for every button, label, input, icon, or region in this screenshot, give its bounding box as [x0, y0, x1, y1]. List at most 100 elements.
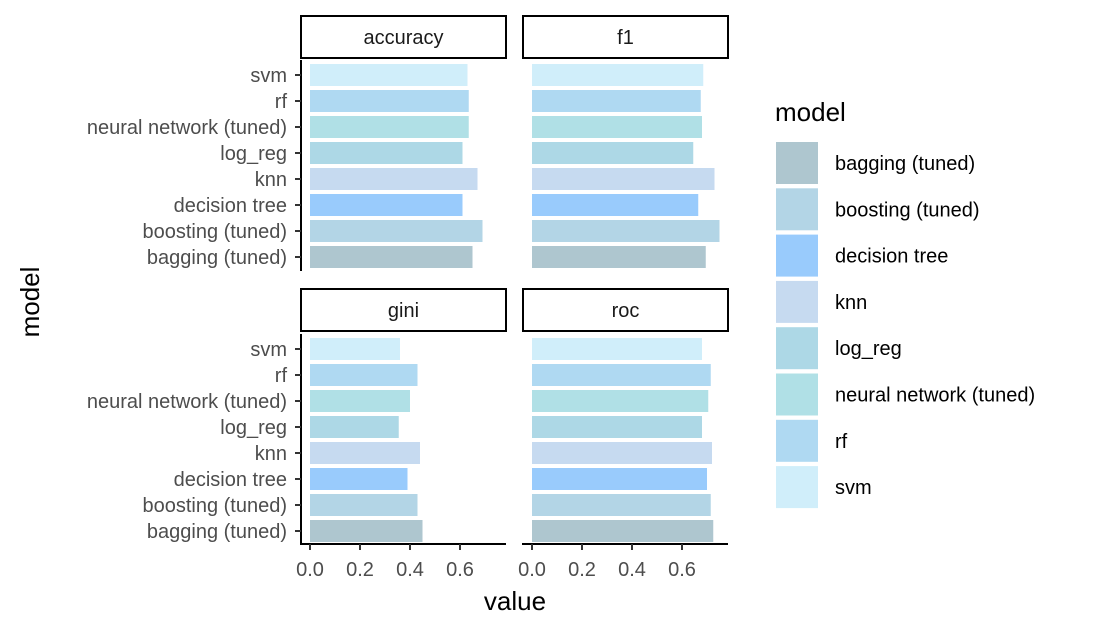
legend-item: log_reg — [776, 327, 902, 370]
y-tick-label: decision tree — [174, 195, 287, 217]
x-tick-label: 0.0 — [296, 559, 324, 581]
facet-strip — [522, 288, 729, 332]
legend-label: neural network (tuned) — [835, 385, 1035, 407]
facet-strip-label: accuracy — [363, 27, 443, 49]
panels-layer: accuracy f1 gini roc — [300, 15, 729, 542]
y-tick-label: neural network (tuned) — [87, 117, 287, 139]
bar — [310, 116, 469, 138]
y-tick-label: rf — [275, 365, 288, 387]
y-tick-label: svm — [250, 339, 287, 361]
facet-strip — [522, 15, 729, 59]
bar — [310, 220, 483, 242]
y-tick-label: svm — [250, 65, 287, 87]
legend-item: neural network (tuned) — [776, 373, 1035, 416]
x-tick-label: 0.2 — [568, 559, 596, 581]
legend-item: knn — [776, 280, 867, 323]
legend-label: decision tree — [835, 246, 948, 268]
bar — [532, 468, 707, 490]
bar — [532, 116, 702, 138]
bar — [532, 390, 709, 412]
legend-swatch — [776, 327, 818, 370]
bar — [310, 468, 408, 490]
x-tick-label: 0.6 — [446, 559, 474, 581]
bar — [532, 364, 711, 386]
facet-strip — [300, 288, 507, 332]
bar — [310, 194, 463, 216]
bar — [532, 142, 694, 164]
legend-items: bagging (tuned) boosting (tuned) decision … — [776, 142, 1035, 509]
y-tick-label: knn — [255, 443, 287, 465]
legend-label: svm — [835, 477, 872, 499]
bar — [310, 246, 473, 268]
facet-panel-roc: roc — [522, 288, 729, 542]
bar — [532, 338, 702, 360]
bar — [310, 520, 423, 542]
y-tick-label: neural network (tuned) — [87, 391, 287, 413]
facet-panel-f1: f1 — [522, 15, 729, 268]
facet-strip-label: gini — [388, 300, 419, 322]
y-tick-label: rf — [275, 91, 288, 113]
bar — [532, 520, 714, 542]
legend-label: boosting (tuned) — [835, 199, 980, 221]
legend-item: bagging (tuned) — [776, 142, 975, 184]
bar — [532, 90, 701, 112]
bar — [532, 64, 704, 86]
legend-label: bagging (tuned) — [835, 153, 975, 175]
y-tick-label: knn — [255, 169, 287, 191]
bar — [532, 168, 715, 190]
legend-swatch — [776, 142, 818, 184]
legend-swatch — [776, 466, 818, 509]
y-tick-label: log_reg — [220, 143, 287, 165]
bar — [310, 64, 468, 86]
legend-item: boosting (tuned) — [776, 188, 980, 231]
y-tick-label: boosting (tuned) — [142, 221, 287, 243]
legend-swatch — [776, 280, 818, 323]
x-tick-label: 0.6 — [668, 559, 696, 581]
legend-label: log_reg — [835, 338, 902, 360]
facet-panel-accuracy: accuracy — [300, 15, 507, 268]
bar — [532, 442, 712, 464]
x-tick-label: 0.4 — [618, 559, 646, 581]
legend-swatch — [776, 419, 818, 462]
y-axis-title: model — [15, 267, 45, 338]
x-tick-label: 0.4 — [396, 559, 424, 581]
bar — [310, 142, 463, 164]
y-tick-label: bagging (tuned) — [147, 521, 287, 543]
legend: model bagging (tuned) boosting (tuned) dec… — [775, 97, 1035, 509]
legend-item: svm — [776, 466, 872, 509]
facet-strip — [300, 15, 507, 59]
bar — [310, 442, 420, 464]
legend-label: knn — [835, 292, 867, 314]
legend-swatch — [776, 188, 818, 231]
bar — [310, 416, 399, 438]
legend-item: decision tree — [776, 234, 948, 277]
x-tick-label: 0.2 — [346, 559, 374, 581]
x-tick-label: 0.0 — [518, 559, 546, 581]
facet-panel-gini: gini — [300, 288, 507, 542]
bar — [310, 364, 418, 386]
legend-title: model — [775, 97, 846, 127]
legend-swatch — [776, 234, 818, 277]
bar — [532, 494, 711, 516]
y-tick-label: log_reg — [220, 417, 287, 439]
facet-strip-label: roc — [612, 300, 640, 322]
bar — [310, 390, 410, 412]
bar — [310, 494, 418, 516]
bar — [532, 220, 720, 242]
bar — [532, 246, 706, 268]
facet-strip-label: f1 — [617, 27, 634, 49]
legend-label: rf — [835, 431, 848, 453]
bar — [310, 338, 400, 360]
y-tick-label: decision tree — [174, 469, 287, 491]
bar — [532, 194, 699, 216]
y-tick-label: boosting (tuned) — [142, 495, 287, 517]
legend-swatch — [776, 373, 818, 416]
bar — [532, 416, 702, 438]
x-axis-title: value — [484, 586, 546, 616]
bar — [310, 90, 469, 112]
legend-item: rf — [776, 419, 848, 462]
y-tick-label: bagging (tuned) — [147, 247, 287, 269]
